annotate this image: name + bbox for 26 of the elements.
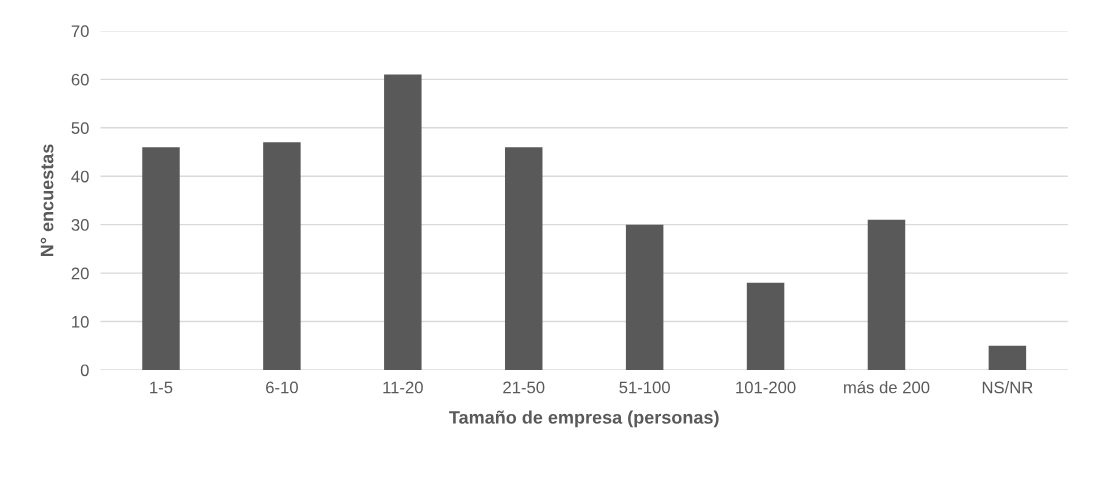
x-tick-label: 101-200: [736, 381, 796, 394]
bar: [867, 219, 906, 370]
y-tick-label: 50: [71, 122, 89, 134]
y-axis-title: N° encuestas: [40, 144, 54, 257]
bar: [504, 147, 543, 370]
bar: [988, 345, 1027, 370]
y-tick-label: 0: [80, 364, 89, 377]
x-axis-title: Tamaño de empresa (personas): [449, 410, 719, 428]
x-tick-label: más de 200: [844, 380, 930, 394]
x-tick-label: 51-100: [619, 381, 670, 394]
x-tick-label: 1-5: [150, 381, 173, 394]
bar: [142, 147, 180, 370]
bar: [746, 282, 785, 370]
y-tick-label: 60: [71, 73, 89, 86]
x-tick-label: 21-50: [503, 381, 545, 394]
y-tick-label: 40: [71, 170, 89, 183]
y-tick-label: 70: [71, 25, 89, 38]
bar: [384, 74, 422, 370]
y-tick-label: 10: [72, 315, 89, 328]
x-tick-label: NS/NR: [982, 381, 1033, 394]
y-tick-label: 30: [71, 219, 89, 231]
y-tick-label: 20: [71, 267, 89, 280]
x-tick-label: 6-10: [266, 381, 298, 394]
bar: [263, 142, 301, 370]
bar: [625, 224, 664, 370]
x-tick-label: 11-20: [383, 381, 423, 394]
